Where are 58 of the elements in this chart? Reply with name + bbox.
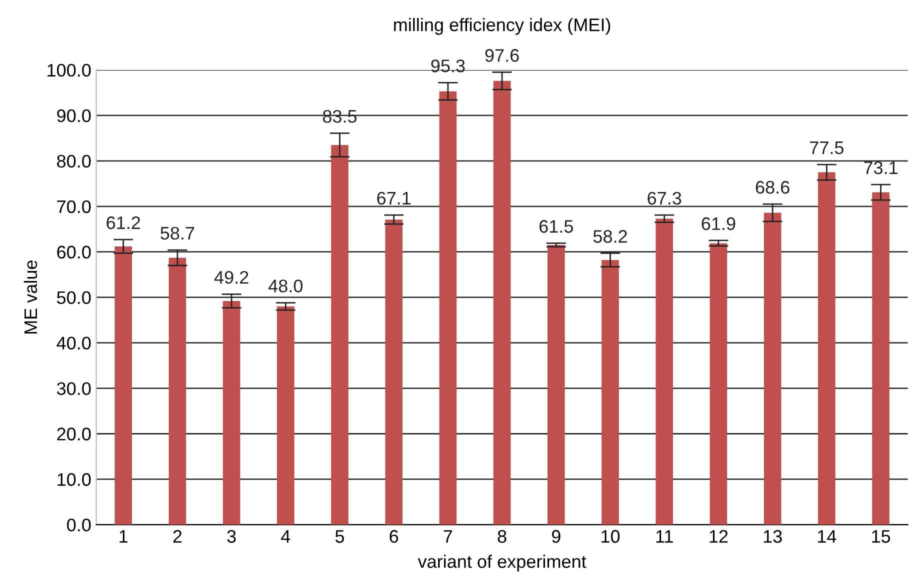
data-label: 49.2 <box>214 270 248 284</box>
data-label: 97.6 <box>485 49 519 62</box>
x-tick-label: 5 <box>335 530 344 543</box>
x-tick-label: 3 <box>227 530 236 543</box>
data-label: 61.5 <box>540 220 573 233</box>
y-tick-label: 50.0 <box>57 291 91 304</box>
y-tick-label: 90.0 <box>57 109 91 122</box>
bar <box>331 144 348 525</box>
data-label: 67.1 <box>377 192 411 205</box>
y-tick-label: 40.0 <box>56 336 91 350</box>
chart-title: milling efficiency idex (MEI) <box>394 18 610 35</box>
bar <box>656 218 674 525</box>
data-label: 73.1 <box>864 161 898 174</box>
y-tick-label: 60.0 <box>57 246 91 259</box>
bar <box>602 260 619 525</box>
y-tick-label: 70.0 <box>57 200 91 214</box>
x-tick-label: 2 <box>173 530 182 543</box>
bar <box>764 212 782 525</box>
bar <box>276 306 294 525</box>
y-tick-label: 80.0 <box>57 154 91 168</box>
bar <box>439 91 457 525</box>
bar <box>222 300 240 525</box>
bar <box>168 258 186 525</box>
x-tick-label: 4 <box>281 530 290 543</box>
data-label: 61.2 <box>106 216 140 230</box>
data-label: 58.7 <box>160 226 194 240</box>
x-axis-title: variant of experiment <box>418 554 586 572</box>
bar <box>114 246 132 525</box>
y-axis-title: ME value <box>24 260 38 334</box>
x-tick-label: 10 <box>602 530 620 543</box>
x-tick-label: 15 <box>872 530 890 543</box>
x-tick-label: 14 <box>818 530 836 543</box>
bar <box>872 192 890 525</box>
x-tick-label: 8 <box>498 530 506 543</box>
y-tick-label: 100.0 <box>48 64 91 77</box>
data-label: 95.3 <box>431 60 465 72</box>
x-tick-label: 7 <box>444 530 452 543</box>
y-tick-label: 20.0 <box>57 428 91 440</box>
bar <box>385 220 403 525</box>
y-tick-label: 0.0 <box>67 518 91 532</box>
x-tick-label: 11 <box>656 530 673 543</box>
data-label: 67.3 <box>648 192 682 205</box>
x-tick-label: 1 <box>120 530 128 543</box>
data-label: 77.5 <box>810 142 844 154</box>
data-label: 61.9 <box>702 217 736 230</box>
data-label: 68.6 <box>756 180 790 194</box>
data-label: 58.2 <box>593 230 627 243</box>
x-tick-label: 9 <box>552 530 560 543</box>
bar <box>493 80 511 525</box>
y-tick-label: 30.0 <box>56 382 91 395</box>
bar <box>710 243 728 525</box>
x-tick-label: 6 <box>390 530 398 543</box>
bar <box>818 172 836 525</box>
data-label: 48.0 <box>268 280 303 292</box>
x-tick-label: 13 <box>764 530 782 543</box>
y-tick-label: 10.0 <box>58 473 91 486</box>
bar <box>548 245 565 525</box>
x-tick-label: 12 <box>710 530 728 543</box>
